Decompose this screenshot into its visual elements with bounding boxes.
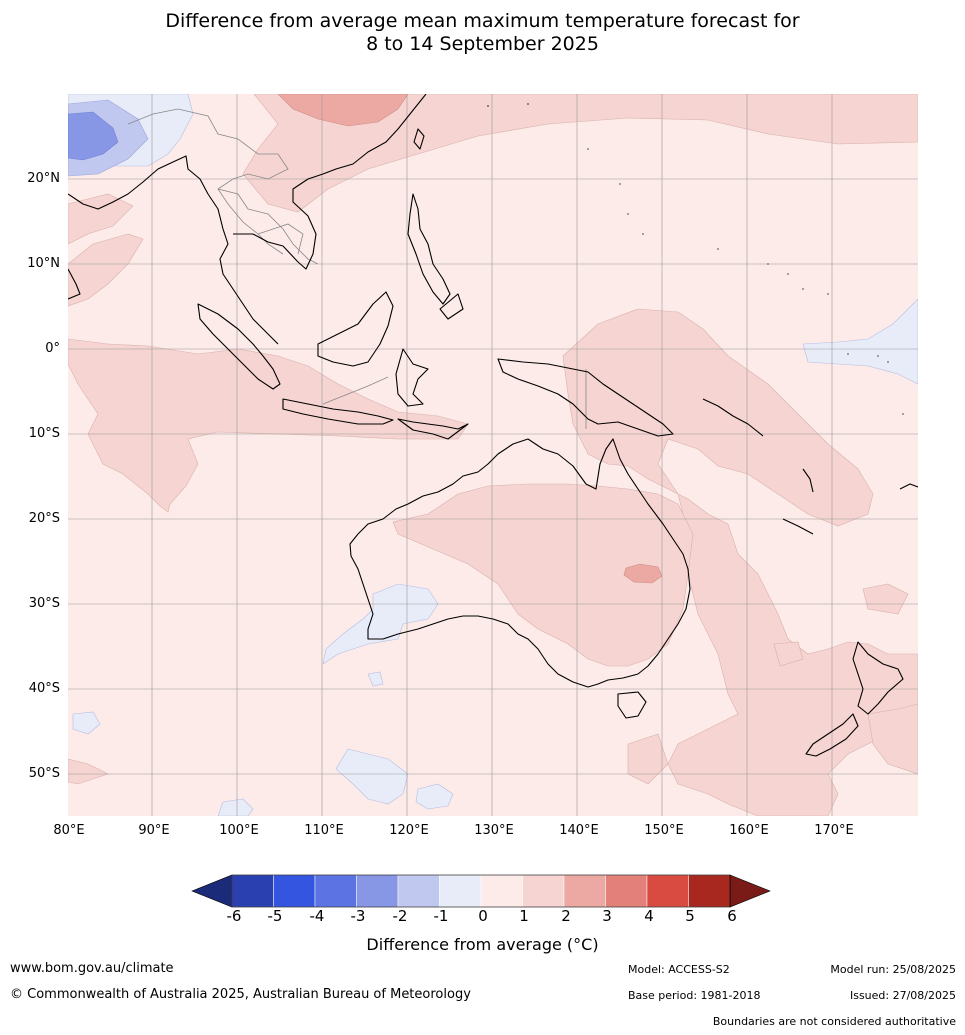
lon-label-170e: 170°E [814, 823, 854, 838]
map-svg [68, 94, 918, 816]
copyright-text: © Commonwealth of Australia 2025, Austra… [10, 987, 471, 1002]
anomaly-negative-core [68, 99, 149, 177]
country-borders [127, 108, 587, 429]
colorbar-outline [231, 874, 731, 908]
colorbar-tick: -6 [226, 907, 242, 925]
lat-label-10n: 10°N [27, 256, 60, 271]
colorbar-cell [646, 874, 689, 908]
lat-label-20n: 20°N [27, 171, 60, 186]
colorbar-cell [356, 874, 399, 908]
lat-label-0: 0° [45, 341, 60, 356]
lon-label-130e: 130°E [474, 823, 514, 838]
colorbar-label: Difference from average (°C) [366, 935, 599, 954]
lon-label-150e: 150°E [644, 823, 684, 838]
colorbar-tick: 4 [644, 907, 654, 925]
colorbar-extend-high [729, 874, 771, 908]
lon-label-120e: 120°E [389, 823, 429, 838]
colorbar-tick: -4 [309, 907, 325, 925]
temperature-anomaly-map [68, 94, 918, 816]
colorbar-cells [191, 874, 771, 908]
lat-label-10s: 10°S [28, 426, 60, 441]
colorbar-cell [439, 874, 482, 908]
colorbar [191, 874, 771, 908]
colorbar-cell [605, 874, 648, 908]
lon-label-140e: 140°E [559, 823, 599, 838]
model-run-text: Model run: 25/08/2025 [830, 963, 956, 976]
small-islands [487, 103, 904, 415]
anomaly-2-3-regions [277, 94, 663, 584]
disclaimer-text: Boundaries are not considered authoritat… [712, 1015, 956, 1028]
colorbar-cell [231, 874, 274, 908]
anomaly-minus-3-minus-2 [68, 111, 119, 161]
colorbar-tick: -5 [267, 907, 283, 925]
lon-label-100e: 100°E [219, 823, 259, 838]
lon-label-110e: 110°E [304, 823, 344, 838]
lon-label-160e: 160°E [729, 823, 769, 838]
colorbar-tick: 3 [602, 907, 612, 925]
colorbar-tick: 1 [519, 907, 529, 925]
colorbar-tick: 2 [561, 907, 571, 925]
colorbar-extend-low [191, 874, 233, 908]
colorbar-cell [688, 874, 731, 908]
lon-label-80e: 80°E [53, 823, 85, 838]
lat-label-30s: 30°S [28, 596, 60, 611]
graticule [68, 94, 918, 816]
lat-label-40s: 40°S [28, 681, 60, 696]
title-line-2: 8 to 14 September 2025 [366, 33, 599, 55]
colorbar-tick: -3 [350, 907, 366, 925]
coastlines [68, 94, 918, 757]
colorbar-cell [314, 874, 357, 908]
website-link[interactable]: www.bom.gov.au/climate [10, 961, 174, 976]
colorbar-tick: 6 [727, 907, 737, 925]
colorbar-cell [480, 874, 523, 908]
colorbar-cell [273, 874, 316, 908]
colorbar-cell [522, 874, 565, 908]
base-period-text: Base period: 1981-2018 [628, 989, 761, 1002]
colorbar-tick: -1 [433, 907, 449, 925]
lon-label-90e: 90°E [138, 823, 170, 838]
colorbar-tick: -2 [392, 907, 408, 925]
title-line-1: Difference from average mean maximum tem… [165, 10, 800, 32]
colorbar-cell [563, 874, 606, 908]
colorbar-tick: 0 [478, 907, 488, 925]
lat-label-20s: 20°S [28, 511, 60, 526]
issued-text: Issued: 27/08/2025 [849, 989, 956, 1002]
lat-label-50s: 50°S [28, 766, 60, 781]
colorbar-cell [397, 874, 440, 908]
map-title: Difference from average mean maximum tem… [0, 10, 965, 56]
model-text: Model: ACCESS-S2 [628, 963, 730, 976]
colorbar-tick: 5 [685, 907, 695, 925]
